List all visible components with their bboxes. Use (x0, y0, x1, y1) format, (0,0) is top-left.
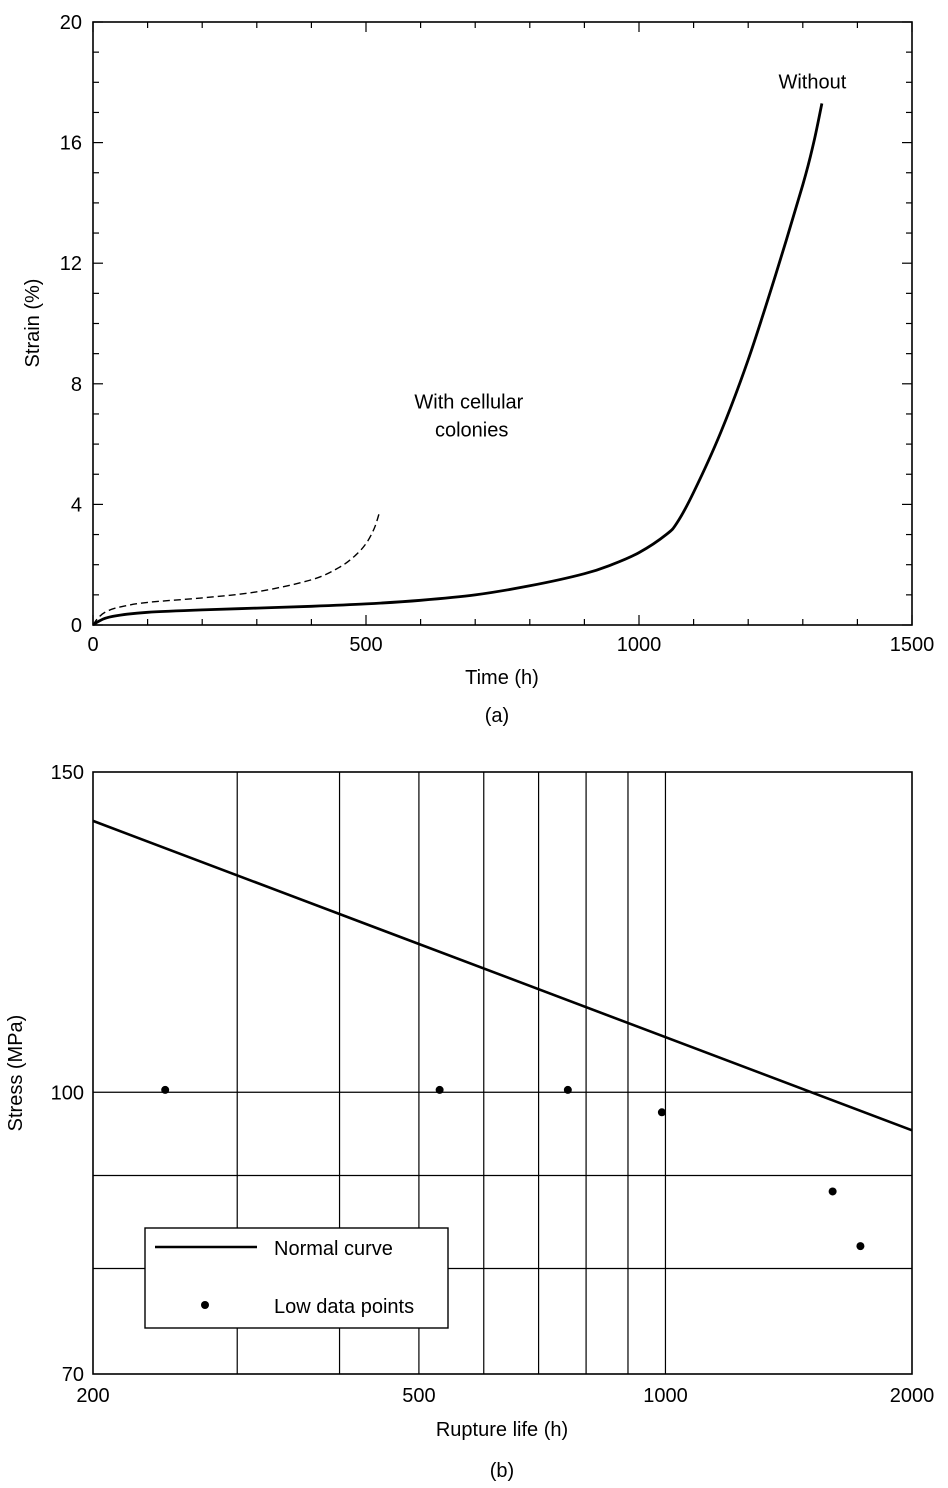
y-tick-label: 100 (51, 1082, 84, 1104)
x-tick-label: 0 (87, 634, 98, 656)
x-tick-label: 1000 (643, 1385, 688, 1407)
y-tick-label: 12 (60, 253, 82, 275)
panel-b-stress-vs-rupture-life: 200 500 1000 2000 70 100 150 Normal curve Low … (5, 762, 934, 1482)
legend-label-low-data-points: Low data points (274, 1296, 414, 1318)
x-tick-label: 500 (402, 1385, 435, 1407)
y-tick-label: 8 (71, 374, 82, 396)
y-tick-label: 16 (60, 133, 82, 155)
series-with-cellular-colonies-line (92, 511, 381, 626)
y-tick-label: 70 (62, 1364, 84, 1386)
x-tick-label: 2000 (890, 1385, 935, 1407)
panel-a-plot-frame (92, 21, 913, 626)
panel-b-x-axis-title: Rupture life (h) (436, 1419, 568, 1441)
panel-a-x-axis-title: Time (h) (465, 667, 539, 689)
panel-b-y-axis-title: Stress (MPa) (5, 1015, 27, 1132)
series-without-line (92, 103, 824, 627)
legend-label-normal-curve: Normal curve (274, 1238, 393, 1260)
panel-b-plot-frame (92, 771, 913, 1375)
x-tick-label: 1000 (617, 634, 662, 656)
annotation-without: Without (778, 71, 846, 93)
x-tick-label: 200 (76, 1385, 109, 1407)
panel-a-strain-vs-time: 0 500 1000 1500 0 4 8 12 16 20 Without With cellu… (22, 12, 934, 727)
legend-box (144, 1227, 449, 1329)
y-tick-label: 150 (51, 762, 84, 784)
panel-a-series (92, 103, 824, 627)
low-data-point (563, 1085, 572, 1094)
panel-a-label: (a) (485, 705, 509, 727)
y-tick-label: 20 (60, 12, 82, 34)
low-data-point (435, 1085, 444, 1094)
low-data-point (657, 1108, 666, 1117)
x-tick-label: 1500 (890, 634, 935, 656)
low-data-point (161, 1085, 170, 1094)
panel-b-series (92, 819, 913, 1251)
panel-b-ticks: 200 500 1000 2000 70 100 150 (51, 762, 935, 1407)
legend-point-swatch (201, 1301, 209, 1309)
low-data-point (828, 1187, 837, 1196)
x-tick-label: 500 (349, 634, 382, 656)
y-tick-label: 4 (71, 494, 82, 516)
series-normal-curve-line (92, 819, 913, 1132)
low-data-point (856, 1242, 865, 1251)
annotation-with-cellular-colonies: With cellular colonies (414, 391, 528, 441)
y-tick-label: 0 (71, 615, 82, 637)
panel-a-ticks: 0 500 1000 1500 0 4 8 12 16 20 (60, 12, 935, 656)
panel-a-y-axis-title: Strain (%) (22, 279, 44, 368)
panel-b-label: (b) (490, 1460, 514, 1482)
panel-b-legend: Normal curve Low data points (144, 1227, 449, 1329)
